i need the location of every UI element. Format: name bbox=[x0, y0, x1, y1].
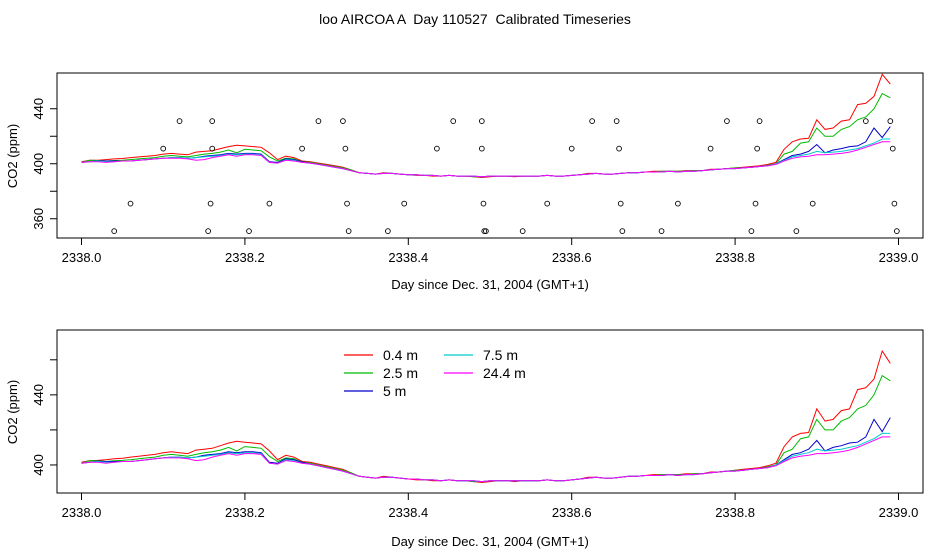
raw-measurement-point bbox=[246, 228, 252, 234]
raw-measurement-point bbox=[209, 118, 216, 124]
raw-measurement-point bbox=[127, 200, 134, 207]
raw-measurement-point bbox=[754, 145, 761, 152]
bottom-y-tick-label: 440 bbox=[31, 384, 46, 406]
raw-measurement-point bbox=[519, 228, 526, 234]
top-x-tick-label: 2338.8 bbox=[715, 250, 755, 265]
raw-measurement-point bbox=[887, 118, 894, 124]
raw-measurement-point bbox=[340, 118, 346, 124]
raw-measurement-point bbox=[894, 228, 900, 234]
raw-measurement-point bbox=[756, 118, 763, 124]
top-x-tick-label: 2338.2 bbox=[225, 250, 265, 265]
raw-measurement-point bbox=[480, 200, 487, 207]
bottom-series-line-7-5-m bbox=[81, 432, 891, 483]
top-plot-frame bbox=[56, 72, 924, 239]
raw-measurement-point bbox=[889, 145, 896, 152]
bottom-y-axis-label: CO2 (ppm) bbox=[5, 380, 20, 444]
bottom-x-axis-label: Day since Dec. 31, 2004 (GMT+1) bbox=[391, 534, 589, 549]
top-y-tick-label: 440 bbox=[31, 98, 46, 120]
raw-measurement-point bbox=[315, 118, 322, 124]
top-axes: 2338.0 2338.2 2338.4 2338.6 2338.8 2339.0 360 4… bbox=[31, 98, 918, 265]
legend-label: 24.4 m bbox=[483, 365, 526, 381]
bottom-x-tick-label: 2338.8 bbox=[715, 505, 755, 520]
bottom-x-tick-label: 2338.0 bbox=[62, 505, 102, 520]
raw-measurement-point bbox=[752, 200, 759, 207]
raw-measurement-point bbox=[589, 118, 595, 124]
raw-measurement-point bbox=[450, 118, 457, 124]
raw-measurement-point bbox=[385, 228, 391, 234]
raw-measurement-point bbox=[160, 145, 167, 152]
raw-measurement-point bbox=[483, 228, 489, 234]
raw-measurement-point bbox=[434, 145, 440, 152]
top-series-line-0-4-m bbox=[81, 73, 891, 179]
legend-label: 2.5 m bbox=[383, 365, 418, 381]
raw-measurement-point bbox=[176, 118, 183, 124]
bottom-series-line-24-4-m bbox=[81, 436, 891, 483]
raw-measurement-point bbox=[209, 145, 216, 152]
top-y-axis-label: CO2 (ppm) bbox=[5, 124, 20, 188]
bottom-plot-frame bbox=[56, 329, 924, 494]
raw-measurement-point bbox=[862, 118, 869, 124]
top-x-tick-label: 2338.6 bbox=[552, 250, 592, 265]
top-x-tick-label: 2339.0 bbox=[879, 250, 919, 265]
top-series-line-24-4-m bbox=[81, 141, 891, 178]
raw-measurement-point bbox=[748, 228, 755, 234]
raw-measurement-point bbox=[793, 228, 800, 234]
raw-measurement-point bbox=[658, 228, 665, 234]
legend-label: 5 m bbox=[383, 383, 406, 399]
top-x-tick-label: 2338.0 bbox=[62, 250, 102, 265]
raw-measurement-point bbox=[478, 118, 485, 124]
raw-measurement-point bbox=[345, 228, 352, 234]
raw-measurement-point bbox=[207, 200, 214, 207]
chart-title: loo AIRCOA A Day 110527 Calibrated Times… bbox=[319, 11, 631, 27]
bottom-x-tick-label: 2339.0 bbox=[879, 505, 919, 520]
legend: 0.4 m 2.5 m 5 m 7.5 m 24.4 m bbox=[344, 347, 526, 399]
raw-measurement-point bbox=[724, 118, 730, 124]
raw-measurement-point bbox=[544, 200, 551, 207]
raw-measurement-point bbox=[205, 228, 211, 234]
raw-measurement-point bbox=[616, 145, 622, 152]
legend-label: 0.4 m bbox=[383, 347, 418, 363]
raw-measurement-point bbox=[613, 118, 620, 124]
raw-measurement-point bbox=[478, 145, 485, 152]
raw-measurement-point bbox=[111, 228, 118, 234]
raw-measurement-point bbox=[299, 145, 305, 152]
raw-measurement-point bbox=[568, 145, 575, 152]
top-y-tick-label: 360 bbox=[31, 208, 46, 230]
top-raw-points bbox=[111, 118, 900, 234]
top-x-tick-label: 2338.4 bbox=[388, 250, 428, 265]
bottom-series-line-0-4-m bbox=[81, 349, 891, 484]
bottom-x-tick-label: 2338.4 bbox=[388, 505, 428, 520]
raw-measurement-point bbox=[809, 200, 816, 207]
raw-measurement-point bbox=[619, 228, 626, 234]
raw-measurement-point bbox=[266, 200, 273, 207]
bottom-x-tick-label: 2338.2 bbox=[225, 505, 265, 520]
top-series-line-7-5-m bbox=[81, 138, 891, 178]
top-y-tick-label: 400 bbox=[31, 153, 46, 175]
raw-measurement-point bbox=[342, 145, 349, 152]
raw-measurement-point bbox=[344, 200, 350, 207]
raw-measurement-point bbox=[707, 145, 714, 152]
legend-label: 7.5 m bbox=[483, 347, 518, 363]
bottom-y-tick-label: 400 bbox=[31, 454, 46, 476]
raw-measurement-point bbox=[617, 200, 624, 207]
top-series-lines bbox=[81, 73, 891, 179]
top-x-axis-label: Day since Dec. 31, 2004 (GMT+1) bbox=[391, 277, 589, 292]
raw-measurement-point bbox=[401, 200, 408, 207]
raw-measurement-point bbox=[891, 200, 898, 207]
bottom-series-lines bbox=[81, 349, 891, 484]
bottom-axes: 2338.0 2338.2 2338.4 2338.6 2338.8 2339.0 400 4… bbox=[31, 359, 919, 520]
raw-measurement-point bbox=[675, 200, 681, 207]
raw-measurement-point bbox=[481, 228, 488, 234]
bottom-x-tick-label: 2338.6 bbox=[552, 505, 592, 520]
